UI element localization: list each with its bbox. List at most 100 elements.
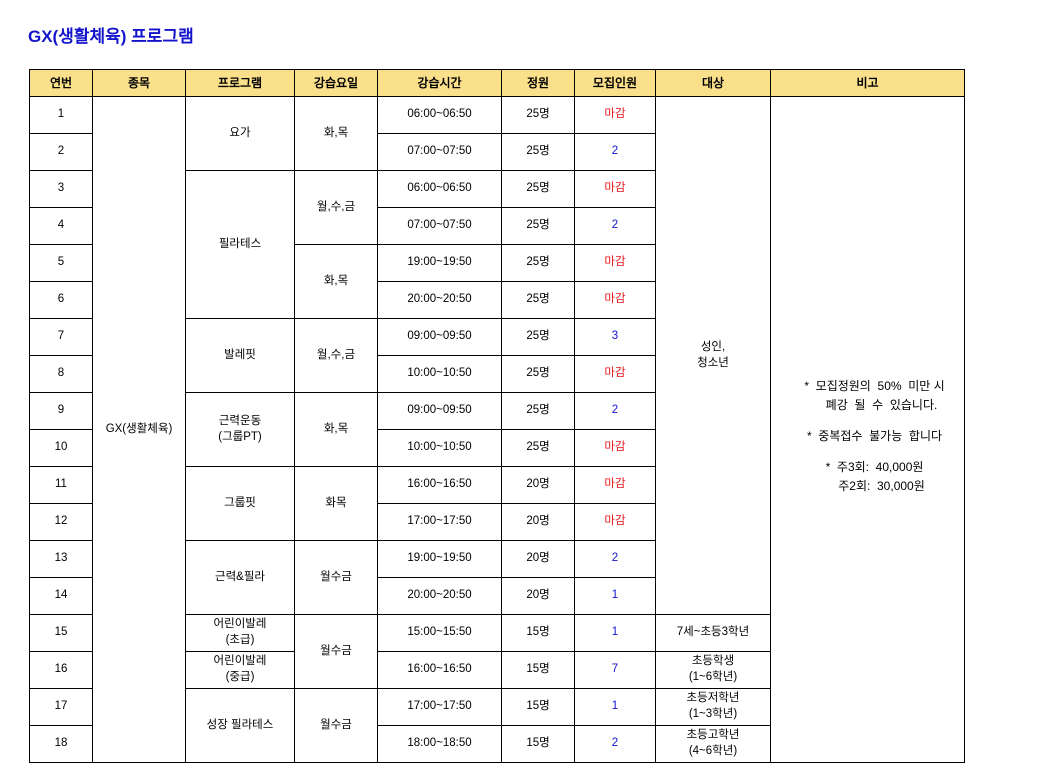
- note-line-4: * 주3회: 40,000원: [825, 460, 924, 475]
- program-line-1: 어린이발레: [213, 655, 267, 668]
- category-cell: GX(생활체육): [92, 96, 186, 763]
- row-no: 1: [29, 96, 93, 134]
- time-cell: 15:00~15:50: [377, 614, 502, 652]
- table-row: 9 근력운동 (그룹PT) 화,목 09:00~09:50 25명 2: [29, 392, 965, 467]
- program-cell: 발레핏: [185, 318, 295, 393]
- day-cell: 월,수,금: [294, 318, 378, 393]
- row-no: 16: [29, 651, 93, 689]
- recruit-cell: 3: [574, 318, 656, 356]
- capacity-cell: 20명: [501, 540, 575, 578]
- capacity-cell: 20명: [501, 577, 575, 615]
- time-cell: 19:00~19:50: [377, 244, 502, 282]
- recruit-cell: 마감: [574, 429, 656, 467]
- note-line-3: * 중복접수 불가능 합니다: [806, 428, 943, 443]
- capacity-cell: 15명: [501, 614, 575, 652]
- table-row: 18 18:00~18:50 15명 2 초등고학년 (4~6학년): [29, 725, 965, 763]
- note-line-1: * 모집정원의 50% 미만 시: [804, 378, 945, 393]
- target-line-2: (4~6학년): [688, 745, 738, 757]
- time-cell: 16:00~16:50: [377, 651, 502, 689]
- row-no: 11: [29, 466, 93, 504]
- capacity-cell: 25명: [501, 392, 575, 430]
- table-row: 15 어린이발레 (초급) 월수금 15:00~15:50 15명 1 7세~초…: [29, 614, 965, 689]
- time-cell: 20:00~20:50: [377, 281, 502, 319]
- capacity-cell: 25명: [501, 318, 575, 356]
- row-no: 6: [29, 281, 93, 319]
- row-no: 8: [29, 355, 93, 393]
- recruit-cell: 2: [574, 133, 656, 171]
- recruit-cell: 2: [574, 392, 656, 430]
- capacity-cell: 25명: [501, 429, 575, 467]
- target-cell: 7세~초등3학년: [655, 614, 771, 652]
- program-cell: 근력운동 (그룹PT): [185, 392, 295, 467]
- capacity-cell: 25명: [501, 133, 575, 171]
- capacity-cell: 15명: [501, 725, 575, 763]
- capacity-cell: 15명: [501, 688, 575, 726]
- program-cell: 어린이발레 (중급): [185, 651, 295, 689]
- recruit-cell: 마감: [574, 96, 656, 134]
- time-cell: 19:00~19:50: [377, 540, 502, 578]
- capacity-cell: 20명: [501, 466, 575, 504]
- day-cell: 화,목: [294, 392, 378, 467]
- capacity-cell: 25명: [501, 96, 575, 134]
- table-row: 8 10:00~10:50 25명 마감: [29, 355, 965, 393]
- column-header-capacity: 정원: [501, 69, 575, 97]
- table-body: 1 GX(생활체육) 요가 화,목 06:00~06:50 25명 마감 성인,…: [29, 96, 965, 763]
- day-cell: 화,목: [294, 96, 378, 171]
- time-cell: 06:00~06:50: [377, 96, 502, 134]
- row-no: 18: [29, 725, 93, 763]
- recruit-cell: 1: [574, 614, 656, 652]
- recruit-cell: 마감: [574, 170, 656, 208]
- recruit-cell: 1: [574, 688, 656, 726]
- table-header: 연번 종목 프로그램 강습요일 강습시간 정원 모집인원 대상 비고: [29, 69, 965, 97]
- recruit-cell: 마감: [574, 244, 656, 282]
- row-no: 14: [29, 577, 93, 615]
- program-cell: 어린이발레 (초급): [185, 614, 295, 652]
- program-line-1: 어린이발레: [213, 618, 267, 631]
- row-no: 12: [29, 503, 93, 541]
- target-line-2: (1~3학년): [688, 708, 738, 720]
- day-cell: 월수금: [294, 688, 378, 763]
- table-row: 1 GX(생활체육) 요가 화,목 06:00~06:50 25명 마감 성인,…: [29, 96, 965, 763]
- recruit-cell: 2: [574, 207, 656, 245]
- program-cell: 근력&필라: [185, 540, 295, 615]
- table-row: 10 10:00~10:50 25명 마감: [29, 429, 965, 467]
- program-cell: 그룹핏: [185, 466, 295, 541]
- table-header-row: 연번 종목 프로그램 강습요일 강습시간 정원 모집인원 대상 비고: [29, 69, 965, 97]
- target-line-1: 초등저학년: [686, 692, 740, 705]
- recruit-cell: 2: [574, 540, 656, 578]
- time-cell: 18:00~18:50: [377, 725, 502, 763]
- target-line-1: 초등학생: [691, 655, 735, 668]
- day-cell: 월수금: [294, 614, 378, 689]
- column-header-time: 강습시간: [377, 69, 502, 97]
- row-no: 13: [29, 540, 93, 578]
- recruit-cell: 7: [574, 651, 656, 689]
- capacity-cell: 25명: [501, 244, 575, 282]
- column-header-program: 프로그램: [185, 69, 295, 97]
- column-header-recruit: 모집인원: [574, 69, 656, 97]
- target-line-1: 성인,: [700, 340, 726, 353]
- capacity-cell: 25명: [501, 170, 575, 208]
- row-no: 5: [29, 244, 93, 282]
- target-line-1: 초등고학년: [686, 729, 740, 742]
- note-cell: * 모집정원의 50% 미만 시 폐강 될 수 있습니다. * 중복접수 불가능…: [770, 96, 965, 763]
- day-cell: 월수금: [294, 540, 378, 615]
- day-cell: 화,목: [294, 244, 378, 319]
- target-line-2: (1~6학년): [688, 671, 738, 683]
- time-cell: 20:00~20:50: [377, 577, 502, 615]
- time-cell: 09:00~09:50: [377, 318, 502, 356]
- time-cell: 07:00~07:50: [377, 207, 502, 245]
- program-line-1: 근력운동: [218, 414, 262, 427]
- time-cell: 09:00~09:50: [377, 392, 502, 430]
- gx-program-schedule-table: 연번 종목 프로그램 강습요일 강습시간 정원 모집인원 대상 비고 1 GX(…: [29, 69, 965, 763]
- time-cell: 17:00~17:50: [377, 688, 502, 726]
- table-row: 7 발레핏 월,수,금 09:00~09:50 25명 3: [29, 318, 965, 393]
- column-header-no: 연번: [29, 69, 93, 97]
- row-no: 4: [29, 207, 93, 245]
- row-no: 3: [29, 170, 93, 208]
- target-cell: 초등학생 (1~6학년): [655, 651, 771, 689]
- column-header-days: 강습요일: [294, 69, 378, 97]
- table-row: 2 07:00~07:50 25명 2: [29, 133, 965, 171]
- day-cell: 월,수,금: [294, 170, 378, 245]
- table-row: 4 07:00~07:50 25명 2: [29, 207, 965, 245]
- row-no: 9: [29, 392, 93, 430]
